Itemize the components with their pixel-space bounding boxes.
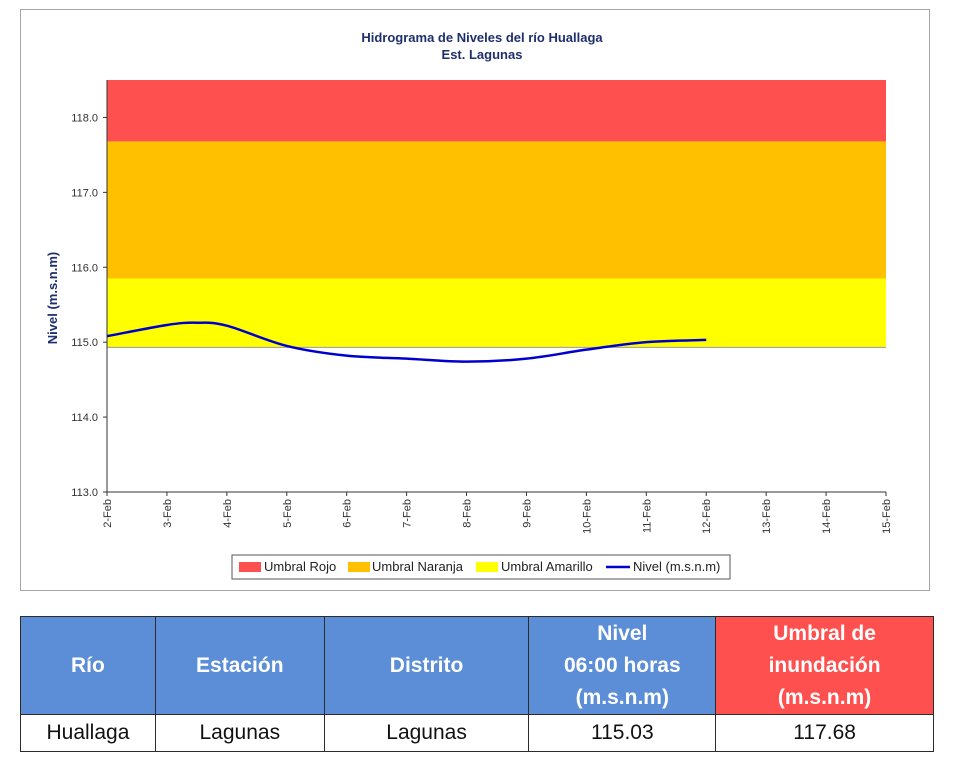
header-nivel-line2: 06:00 horas: [563, 653, 681, 677]
x-tick-label-10: 12-Feb: [701, 499, 713, 534]
y-tick-label-2: 115.0: [71, 337, 98, 349]
header-distrito: Distrito: [323, 616, 530, 715]
y-axis-label: Nivel (m.s.n.m): [45, 252, 60, 344]
band-1: [107, 141, 886, 279]
header-rio: Río: [20, 616, 156, 715]
legend-label-naranja: Umbral Naranja: [372, 559, 464, 574]
legend-label-nivel: Nivel (m.s.n.m): [633, 559, 720, 574]
legend-swatch-amarillo: [476, 562, 498, 572]
hydrograph-chart: Hidrograma de Niveles del río Huallaga E…: [45, 30, 893, 580]
y-tick-label-4: 117.0: [71, 187, 98, 199]
legend-swatch-naranja: [348, 562, 370, 572]
chart-frame: Hidrograma de Niveles del río Huallaga E…: [20, 9, 930, 591]
y-tick-label-5: 118.0: [71, 112, 98, 124]
legend: Umbral Rojo Umbral Naranja Umbral Amaril…: [231, 554, 731, 580]
x-tick-label-1: 3-Feb: [162, 499, 174, 528]
chart-subtitle: Est. Lagunas: [442, 47, 523, 62]
x-tick-label-7: 9-Feb: [521, 499, 533, 528]
legend-label-amarillo: Umbral Amarillo: [501, 559, 593, 574]
cell-rio: Huallaga: [20, 714, 156, 752]
header-umbral: Umbral de inundación (m.s.n.m): [715, 616, 934, 715]
header-umbral-line1: Umbral de: [773, 621, 876, 645]
x-tick-label-12: 14-Feb: [821, 499, 833, 534]
band-0: [107, 278, 886, 348]
x-tick-label-11: 13-Feb: [761, 499, 773, 534]
y-tick-label-3: 116.0: [71, 262, 98, 274]
header-nivel-line1: Nivel: [597, 621, 648, 645]
header-nivel: Nivel 06:00 horas (m.s.n.m): [528, 616, 717, 715]
x-tick-label-2: 4-Feb: [222, 499, 234, 528]
chart-title: Hidrograma de Niveles del río Huallaga: [361, 30, 603, 45]
x-tick-label-9: 11-Feb: [641, 499, 653, 533]
legend-label-rojo: Umbral Rojo: [264, 559, 336, 574]
header-estacion: Estación: [154, 616, 325, 715]
cell-nivel: 115.03: [528, 714, 717, 752]
y-tick-label-1: 114.0: [71, 412, 98, 424]
cell-umbral: 117.68: [715, 714, 934, 752]
x-tick-label-6: 8-Feb: [462, 499, 474, 528]
x-tick-label-13: 15-Feb: [881, 499, 893, 534]
cell-estacion: Lagunas: [154, 714, 325, 752]
y-tick-label-0: 113.0: [71, 487, 98, 499]
info-table: Río Estación Distrito Nivel 06:00 horas …: [20, 616, 934, 752]
x-tick-label-4: 6-Feb: [342, 499, 354, 528]
series-line-nivel: [106, 321, 707, 363]
x-tick-label-5: 7-Feb: [402, 499, 414, 528]
header-umbral-line3: (m.s.n.m): [777, 685, 872, 709]
header-umbral-line2: inundación: [768, 653, 881, 677]
legend-swatch-rojo: [239, 562, 261, 572]
x-tick-label-0: 2-Feb: [102, 499, 114, 528]
x-tick-label-8: 10-Feb: [581, 499, 593, 534]
table-row: Huallaga Lagunas Lagunas 115.03 117.68: [20, 714, 934, 752]
band-2: [107, 80, 886, 142]
header-nivel-line3: (m.s.n.m): [575, 685, 669, 709]
x-tick-label-3: 5-Feb: [282, 499, 294, 528]
cell-distrito: Lagunas: [323, 714, 530, 752]
table-header-row: Río Estación Distrito Nivel 06:00 horas …: [20, 616, 934, 715]
